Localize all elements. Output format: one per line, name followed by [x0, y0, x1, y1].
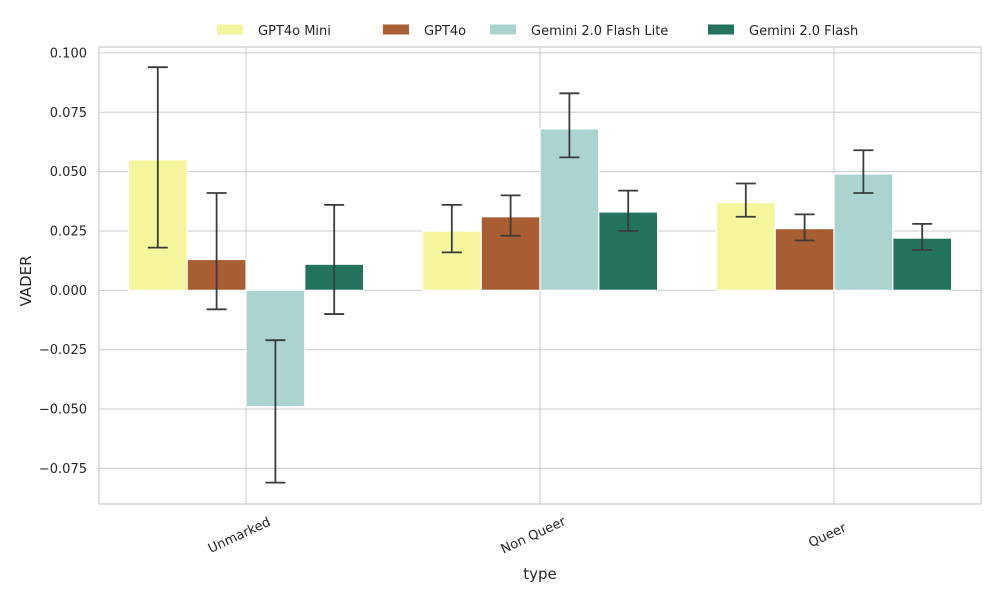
error-bar — [853, 149, 874, 194]
legend-swatch — [708, 24, 734, 35]
plot-frame — [98, 46, 982, 505]
y-tick-label: −0.025 — [39, 343, 87, 358]
error-bar — [500, 194, 521, 237]
y-tick-label: 0.075 — [50, 106, 87, 121]
legend-swatch — [490, 24, 516, 35]
legend-entry: Gemini 2.0 Flash Lite — [490, 24, 668, 39]
x-tick-label: Queer — [806, 520, 849, 551]
y-tick-labels: 0.100 0.075 0.050 0.025 0.000 −0.025 −0.050 −0.… — [39, 46, 87, 476]
legend-swatch — [383, 24, 409, 35]
error-bar — [794, 213, 815, 242]
legend: GPT4o Mini GPT4o Gemini 2.0 Flash Lite Gemi… — [217, 24, 858, 39]
error-bar — [265, 339, 286, 484]
legend-label: GPT4o Mini — [258, 24, 331, 39]
error-bar — [147, 66, 168, 249]
y-tick-label: 0.050 — [50, 165, 87, 180]
legend-label: Gemini 2.0 Flash — [749, 24, 858, 39]
legend-entry: GPT4o — [383, 24, 466, 39]
legend-swatch — [217, 24, 243, 35]
x-tick-labels: Unmarked Non Queer Queer — [206, 514, 849, 557]
error-bars — [147, 66, 933, 484]
legend-entry: Gemini 2.0 Flash — [708, 24, 858, 39]
y-tick-label: 0.025 — [50, 224, 87, 239]
legend-entry: GPT4o Mini — [217, 24, 331, 39]
x-tick-label: Unmarked — [206, 515, 273, 557]
y-axis-title: VADER — [17, 255, 35, 306]
error-bar — [735, 182, 756, 218]
legend-label: Gemini 2.0 Flash Lite — [531, 24, 668, 39]
error-bar — [206, 192, 227, 311]
error-bar — [324, 203, 345, 315]
y-tick-label: 0.100 — [50, 46, 87, 61]
y-tick-label: 0.000 — [50, 284, 87, 299]
error-bar — [441, 203, 462, 254]
y-tick-label: −0.075 — [39, 462, 87, 477]
x-axis-title: type — [523, 565, 557, 583]
error-bar — [912, 222, 933, 251]
error-bar — [559, 92, 580, 159]
x-tick-label: Non Queer — [499, 514, 569, 557]
legend-label: GPT4o — [424, 24, 466, 39]
error-bar — [618, 189, 639, 232]
y-tick-label: −0.050 — [39, 403, 87, 418]
